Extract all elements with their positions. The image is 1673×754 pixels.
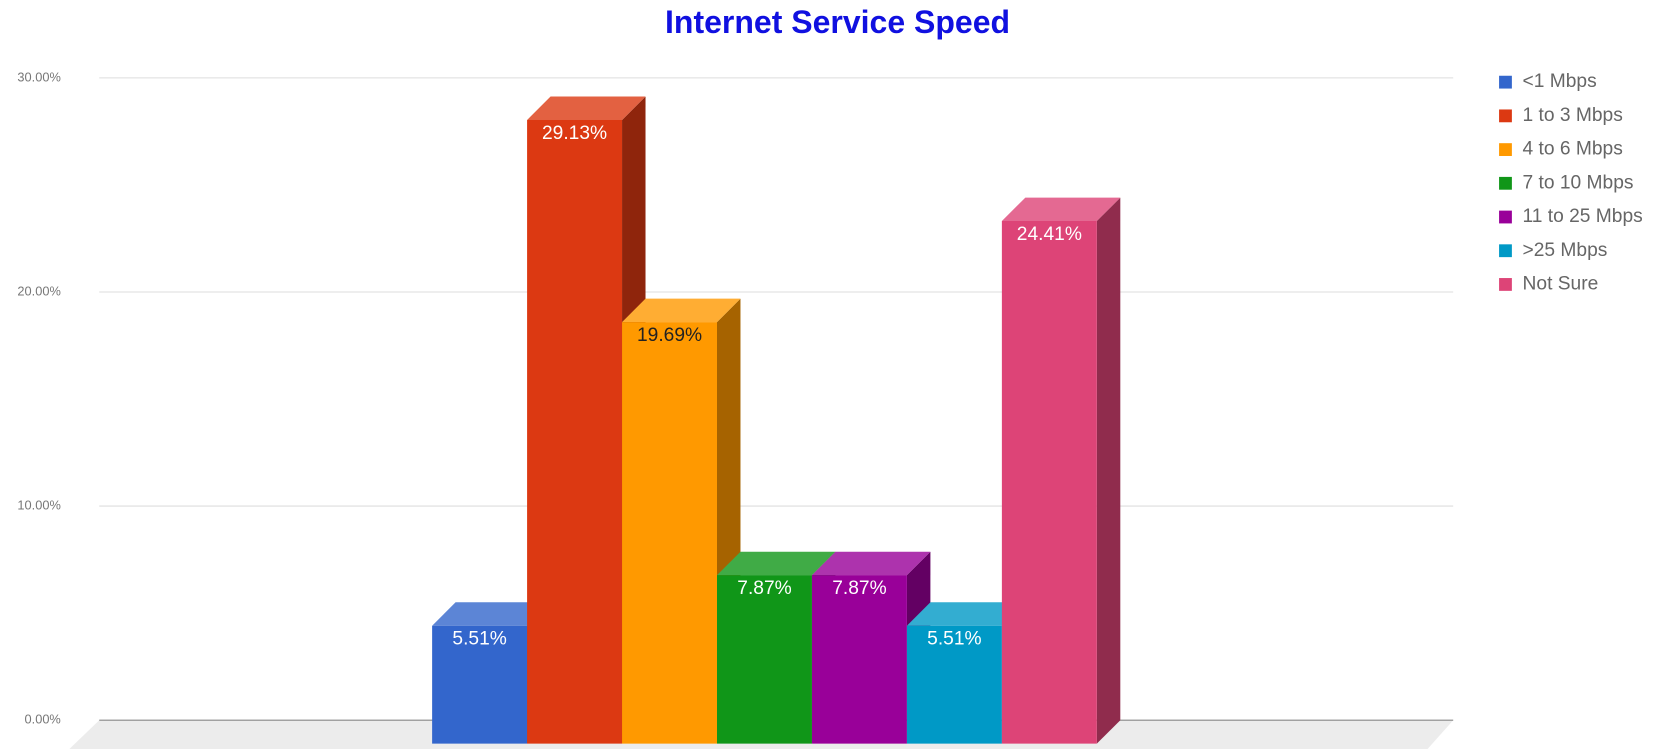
bar-front <box>906 625 1002 744</box>
legend-label: Not Sure <box>1523 274 1599 295</box>
legend-swatch <box>1499 176 1512 190</box>
legend-label: 11 to 25 Mbps <box>1523 206 1643 227</box>
legend-label: 1 to 3 Mbps <box>1523 105 1623 126</box>
data-label: 24.41% <box>1017 224 1082 245</box>
bar-top <box>811 551 931 576</box>
legend-swatch <box>1499 75 1512 89</box>
bar-top <box>432 602 551 626</box>
data-label: 7.87% <box>832 578 886 599</box>
y-tick-label: 20.00% <box>17 283 60 298</box>
bar-front <box>717 575 812 744</box>
bar <box>1001 197 1121 744</box>
bar <box>622 298 741 744</box>
bar-front <box>1001 221 1097 744</box>
bar <box>527 96 646 744</box>
legend-label: 7 to 10 Mbps <box>1523 172 1634 193</box>
data-label: 7.87% <box>737 578 791 599</box>
legend-swatch <box>1499 244 1512 258</box>
bar-front <box>811 575 907 744</box>
legend-label: 4 to 6 Mbps <box>1523 139 1623 160</box>
legend-swatch <box>1499 278 1512 291</box>
data-label: 29.13% <box>542 123 607 144</box>
legend-label: >25 Mbps <box>1523 240 1608 261</box>
data-label: 5.51% <box>927 629 981 650</box>
bar-top <box>527 96 646 120</box>
bar-top <box>1001 197 1121 222</box>
bar-front <box>622 322 718 744</box>
chart-title: Internet Service Speed <box>665 4 1010 40</box>
legend-swatch <box>1499 143 1512 156</box>
bar-top <box>622 298 741 323</box>
bar-front <box>527 119 623 744</box>
bar-side <box>1096 197 1121 744</box>
data-label: 5.51% <box>452 629 506 650</box>
legend-swatch <box>1499 109 1512 123</box>
legend-swatch <box>1499 210 1512 224</box>
bar-top <box>717 551 836 576</box>
data-label: 19.69% <box>637 325 702 346</box>
legend-label: <1 Mbps <box>1523 71 1597 92</box>
y-tick-label: 0.00% <box>25 712 61 727</box>
y-tick-label: 10.00% <box>17 497 60 512</box>
y-tick-label: 30.00% <box>17 69 60 84</box>
bar-top <box>906 602 1026 626</box>
bar-front <box>432 625 528 744</box>
